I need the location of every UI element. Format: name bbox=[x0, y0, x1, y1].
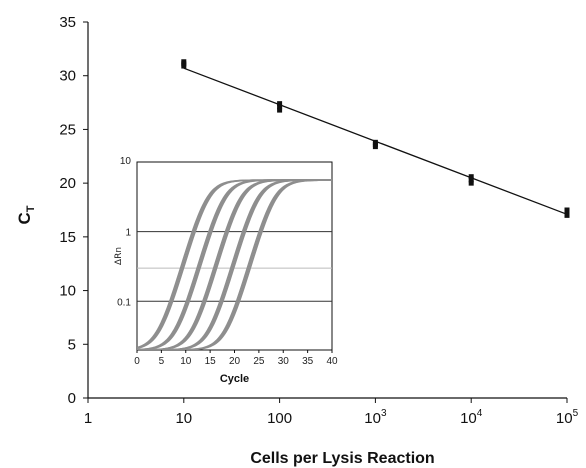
inset-y-tick-label: 1 bbox=[125, 228, 131, 239]
x-tick-label: 105 bbox=[556, 408, 579, 427]
inset-y-tick-label: 0.1 bbox=[117, 297, 131, 308]
x-tick-label-base: 10 bbox=[556, 410, 573, 427]
inset-x-tick-label: 15 bbox=[205, 356, 217, 367]
x-tick-label: 100 bbox=[267, 410, 292, 427]
data-point bbox=[181, 63, 187, 69]
y-axis-title-main: C bbox=[15, 212, 34, 224]
y-tick-label: 20 bbox=[59, 175, 76, 192]
y-tick-label: 30 bbox=[59, 68, 76, 85]
inset-x-tick-label: 20 bbox=[229, 356, 241, 367]
inset-x-tick-label: 5 bbox=[159, 356, 165, 367]
x-tick-label-base: 1 bbox=[84, 410, 92, 427]
x-tick-label-base: 100 bbox=[267, 410, 292, 427]
inset-y-axis-title: ΔRn bbox=[114, 247, 124, 265]
y-tick-label: 5 bbox=[68, 336, 76, 353]
y-tick-label: 35 bbox=[59, 14, 76, 31]
x-tick-label: 10 bbox=[175, 410, 192, 427]
inset-x-tick-label: 0 bbox=[134, 356, 140, 367]
inset-curves-group bbox=[137, 179, 332, 350]
x-axis-title: Cells per Lysis Reaction bbox=[250, 450, 434, 467]
amplification-curve bbox=[137, 179, 332, 350]
data-point bbox=[564, 207, 570, 213]
x-tick-label-exponent: 3 bbox=[381, 408, 387, 419]
data-point bbox=[468, 174, 474, 180]
inset-x-tick-label: 40 bbox=[326, 356, 338, 367]
inset-x-axis-title: Cycle bbox=[220, 373, 249, 385]
y-tick-label: 15 bbox=[59, 229, 76, 246]
inset-x-tick-label: 30 bbox=[278, 356, 290, 367]
y-tick-label: 10 bbox=[59, 283, 76, 300]
inset-x-tick-label: 10 bbox=[180, 356, 192, 367]
data-point bbox=[277, 101, 283, 107]
y-axis-title: CT bbox=[15, 205, 37, 224]
x-tick-label-exponent: 5 bbox=[573, 408, 579, 419]
x-tick-label: 1 bbox=[84, 410, 92, 427]
data-point bbox=[468, 180, 474, 186]
x-tick-label-base: 10 bbox=[175, 410, 192, 427]
y-tick-label: 25 bbox=[59, 121, 76, 138]
data-point bbox=[564, 212, 570, 218]
data-point bbox=[277, 107, 283, 113]
x-tick-label-base: 10 bbox=[364, 410, 381, 427]
x-tick-label: 104 bbox=[460, 408, 483, 427]
inset-y-tick-label: 10 bbox=[120, 156, 132, 167]
data-point bbox=[277, 104, 283, 110]
x-tick-label-base: 10 bbox=[460, 410, 477, 427]
inset-x-tick-label: 35 bbox=[302, 356, 314, 367]
inset-x-tick-label: 25 bbox=[253, 356, 265, 367]
y-tick-label: 0 bbox=[68, 390, 76, 407]
data-point bbox=[468, 177, 474, 183]
x-tick-label: 103 bbox=[364, 408, 387, 427]
x-tick-label-exponent: 4 bbox=[477, 408, 483, 419]
y-axis-title-subscript: T bbox=[25, 205, 37, 212]
data-point bbox=[372, 144, 378, 150]
